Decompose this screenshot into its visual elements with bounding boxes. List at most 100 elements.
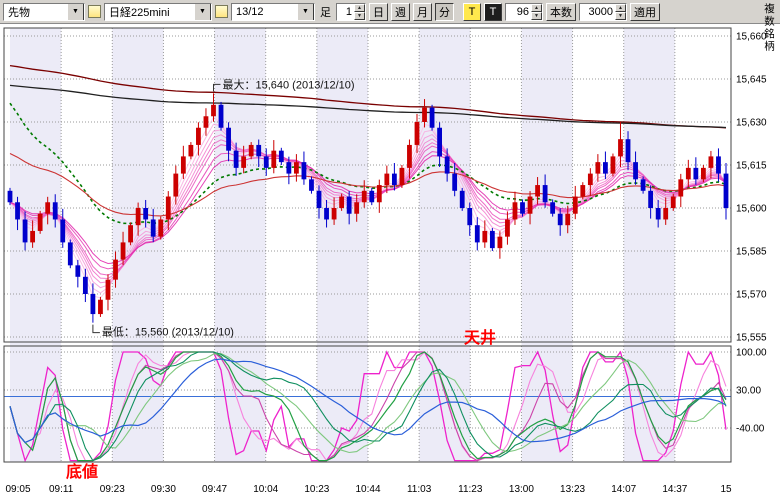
candle-body (391, 173, 397, 186)
ema-ribbon-line (9, 144, 727, 276)
osc-fast-magenta (9, 350, 727, 463)
moving-averages (9, 64, 727, 299)
spinner-down-icon[interactable]: ▼ (615, 11, 626, 20)
candle-body (105, 279, 111, 300)
chevron-down-icon[interactable]: ▼ (297, 3, 314, 20)
spinner-down-icon[interactable]: ▼ (354, 11, 365, 20)
symbol-list-icon[interactable] (88, 5, 101, 18)
candle-body (37, 213, 43, 231)
candle-body (256, 144, 262, 157)
candle-body (527, 196, 533, 214)
ma-mid-red (9, 153, 727, 217)
candle-body (188, 144, 194, 157)
candle-body (354, 202, 360, 214)
candle-body (572, 196, 578, 214)
price-axis-label: 15,645 (736, 75, 767, 86)
candle-body (655, 208, 661, 220)
range-input[interactable]: 3000 ▲ ▼ (579, 2, 627, 21)
candle-body (150, 219, 156, 237)
period-week-button[interactable]: 週 (391, 2, 410, 21)
candle-body (603, 162, 608, 174)
candle-body (233, 150, 239, 168)
candle-body (489, 230, 495, 249)
time-axis-label: 10:04 (253, 484, 278, 495)
interval-spinner[interactable]: ▲ ▼ (354, 3, 365, 20)
candle-body (678, 179, 684, 197)
tick-style-button[interactable]: T (484, 2, 502, 21)
candle-body (113, 259, 118, 280)
osc-slow-blue (9, 358, 727, 444)
candle-body (331, 208, 337, 220)
spinner-up-icon[interactable]: ▲ (531, 3, 542, 12)
symbol-value: 日経225mini (109, 6, 170, 19)
candle-body (474, 225, 480, 243)
period-day-button[interactable]: 日 (369, 2, 388, 21)
instrument-type-value: 先物 (8, 6, 30, 19)
bars-count-spinner[interactable]: ▲ ▼ (531, 3, 542, 20)
range-spinner[interactable]: ▲ ▼ (615, 3, 626, 20)
multi-symbol-button[interactable]: 複数銘柄 (763, 3, 775, 53)
oscillator-series (4, 350, 731, 463)
bars-button[interactable]: 本数 (546, 2, 576, 21)
ma-long-maroon (9, 64, 727, 129)
time-axis-label: 09:05 (5, 484, 30, 495)
candle-body (505, 219, 510, 237)
candle-body (437, 127, 442, 157)
candle-body (30, 230, 36, 243)
candle-body (248, 144, 254, 157)
time-axis-label: 13:00 (509, 484, 534, 495)
candle-body (15, 202, 20, 220)
candle-body (625, 139, 631, 163)
candle-body (640, 179, 646, 191)
candle-body (218, 104, 224, 128)
time-axis-label: 10:44 (355, 484, 380, 495)
max-price-annotation: 最大：15,640 (2013/12/10) (222, 77, 354, 91)
candle-body (7, 190, 13, 203)
candle-body (670, 196, 676, 208)
candle-body (618, 139, 623, 157)
ma-green-dotted (9, 102, 727, 225)
candle-body (294, 162, 299, 174)
chevron-down-icon[interactable]: ▼ (67, 3, 84, 20)
time-axis-label: 10:23 (304, 484, 329, 495)
contract-month-select[interactable]: 13/12 ▼ (231, 2, 315, 21)
interval-input[interactable]: 1 ▲ ▼ (336, 2, 366, 21)
period-month-button[interactable]: 月 (413, 2, 432, 21)
candle-body (587, 173, 593, 186)
candle-body (708, 156, 714, 168)
period-minute-button[interactable]: 分 (435, 2, 454, 21)
candle-body (384, 173, 390, 186)
tick-toggle-button[interactable]: T (463, 2, 481, 21)
candle-body (376, 185, 382, 203)
candle-body (316, 190, 322, 208)
candle-body (196, 127, 201, 145)
ema-ribbon-line (9, 151, 727, 270)
candle-body (467, 208, 473, 226)
contract-list-icon[interactable] (215, 5, 228, 18)
candle-body (173, 173, 179, 197)
instrument-type-select[interactable]: 先物 ▼ (3, 2, 85, 21)
candle-body (67, 242, 73, 266)
candle-body (407, 144, 412, 168)
candle-body (693, 167, 699, 180)
gridlines: 15,660 15,645 15,630 15,615 15,600 15,585 15,5… (4, 28, 767, 462)
time-axis-label: 09:23 (100, 484, 125, 495)
candle-body (82, 276, 88, 294)
spinner-up-icon[interactable]: ▲ (354, 3, 365, 12)
ema-ribbon-line (9, 134, 727, 284)
candle-body (45, 202, 51, 214)
bars-count-input[interactable]: 96 ▲ ▼ (505, 2, 543, 21)
candle-body (663, 208, 669, 220)
chevron-down-icon[interactable]: ▼ (194, 3, 211, 20)
apply-button[interactable]: 適用 (630, 2, 660, 21)
symbol-select[interactable]: 日経225mini ▼ (104, 2, 212, 21)
candle-body (497, 236, 503, 249)
osc-slow-green (9, 351, 727, 462)
osc-mid-green (9, 351, 727, 462)
spinner-up-icon[interactable]: ▲ (615, 3, 626, 12)
price-axis-label: 15,615 (736, 161, 767, 172)
price-chart[interactable]: 15,660 15,645 15,630 15,615 15,600 15,585 15,5… (0, 24, 780, 500)
bottom-annotation: 底値 (66, 462, 98, 481)
candle-body (301, 162, 307, 180)
spinner-down-icon[interactable]: ▼ (531, 11, 542, 20)
